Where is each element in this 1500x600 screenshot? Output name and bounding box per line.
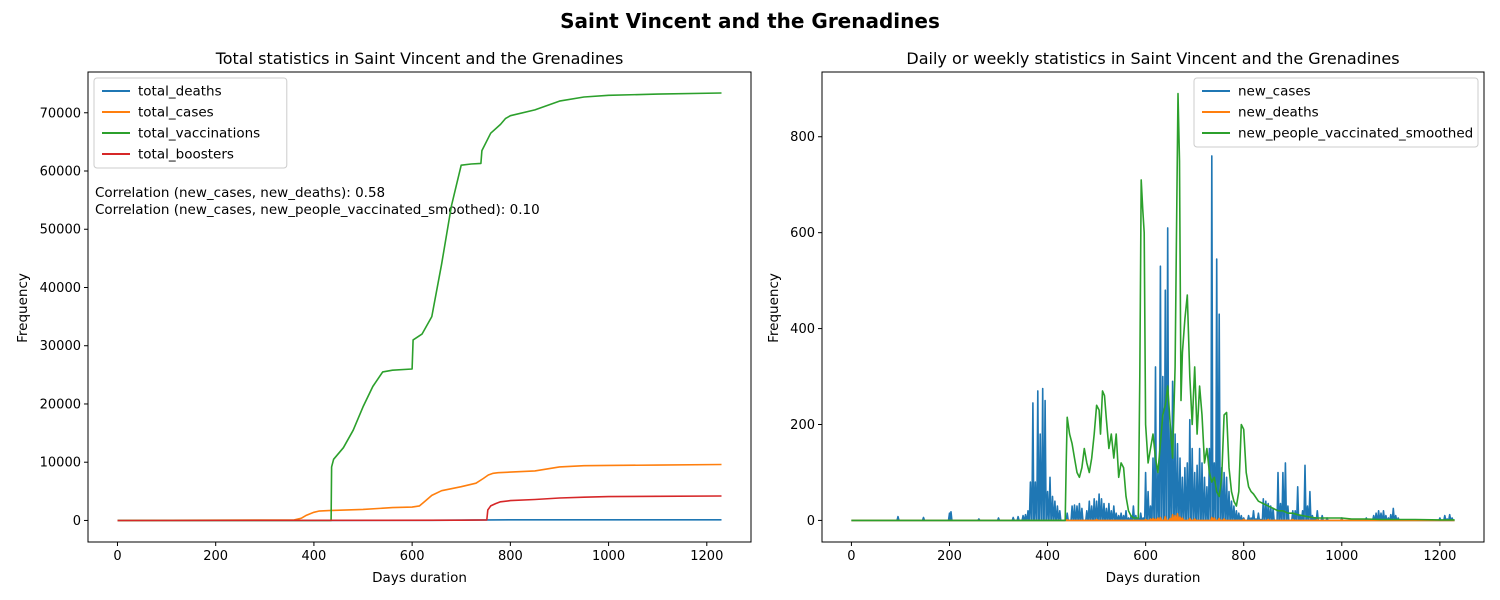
legend-label-total-vaccinations: total_vaccinations bbox=[138, 126, 260, 142]
x-tick-label: 200 bbox=[203, 549, 228, 564]
x-tick-label: 400 bbox=[1035, 549, 1060, 564]
legend: new_cases new_deaths new_people_vaccinated… bbox=[1193, 77, 1479, 148]
y-tick-label: 40000 bbox=[40, 281, 81, 296]
y-tick-label: 0 bbox=[73, 514, 81, 529]
legend: total_deaths total_cases total_vaccination… bbox=[93, 77, 288, 169]
legend-box bbox=[93, 77, 288, 169]
axes-frame bbox=[87, 71, 752, 543]
legend-box bbox=[1193, 77, 1479, 148]
x-tick-label: 600 bbox=[1133, 549, 1158, 564]
x-tick-label: 1200 bbox=[1423, 549, 1456, 564]
x-tick-label: 800 bbox=[1231, 549, 1256, 564]
series-line-new-cases bbox=[851, 155, 1455, 522]
x-axis-label: Days duration bbox=[372, 570, 467, 586]
legend-label-total-boosters: total_boosters bbox=[138, 147, 234, 163]
series-line-total-boosters bbox=[117, 495, 722, 522]
x-tick-label: 400 bbox=[301, 549, 326, 564]
x-tick-label: 0 bbox=[847, 549, 855, 564]
x-tick-label: 0 bbox=[113, 549, 121, 564]
y-tick-label: 600 bbox=[790, 226, 815, 241]
legend-label-total-deaths: total_deaths bbox=[138, 84, 222, 100]
chart-title: Daily or weekly statistics in Saint Vinc… bbox=[906, 49, 1399, 68]
y-tick-label: 20000 bbox=[40, 397, 81, 412]
legend-label-total-cases: total_cases bbox=[138, 105, 214, 121]
y-tick-label: 60000 bbox=[40, 165, 81, 180]
plot-area bbox=[851, 92, 1455, 522]
y-tick-label: 50000 bbox=[40, 223, 81, 238]
plot-area bbox=[117, 92, 722, 522]
suptitle: Saint Vincent and the Grenadines bbox=[560, 9, 940, 33]
axes-frame bbox=[821, 71, 1485, 543]
y-tick-label: 0 bbox=[807, 514, 815, 529]
x-tick-label: 1000 bbox=[1325, 549, 1358, 564]
y-tick-label: 200 bbox=[790, 418, 815, 433]
x-tick-label: 600 bbox=[400, 549, 425, 564]
y-tick-label: 10000 bbox=[40, 456, 81, 471]
y-tick-label: 70000 bbox=[40, 106, 81, 121]
x-axis-label: Days duration bbox=[1106, 570, 1201, 586]
daily-statistics-chart: Daily or weekly statistics in Saint Vinc… bbox=[766, 49, 1485, 586]
y-axis-label: Frequency bbox=[15, 273, 31, 343]
x-tick-label: 800 bbox=[498, 549, 523, 564]
annotation-correlation-vaccinated: Correlation (new_cases, new_people_vacci… bbox=[95, 202, 540, 218]
legend-label-new-people-vaccinated-smoothed: new_people_vaccinated_smoothed bbox=[1238, 126, 1473, 142]
legend-label-new-cases: new_cases bbox=[1238, 84, 1311, 100]
series-line-total-vaccinations bbox=[117, 92, 722, 522]
legend-label-new-deaths: new_deaths bbox=[1238, 105, 1319, 121]
y-axis-label: Frequency bbox=[766, 273, 782, 343]
chart-title: Total statistics in Saint Vincent and th… bbox=[215, 49, 624, 68]
y-tick-label: 30000 bbox=[40, 339, 81, 354]
y-tick-label: 400 bbox=[790, 322, 815, 337]
total-statistics-chart: Total statistics in Saint Vincent and th… bbox=[15, 49, 752, 586]
x-tick-label: 1000 bbox=[592, 549, 625, 564]
annotation-correlation-deaths: Correlation (new_cases, new_deaths): 0.5… bbox=[95, 185, 385, 201]
series-line-total-cases bbox=[117, 463, 722, 522]
y-tick-label: 800 bbox=[790, 130, 815, 145]
x-tick-label: 1200 bbox=[690, 549, 723, 564]
x-tick-label: 200 bbox=[937, 549, 962, 564]
series-line-new-people-vaccinated-smoothed bbox=[851, 92, 1455, 522]
